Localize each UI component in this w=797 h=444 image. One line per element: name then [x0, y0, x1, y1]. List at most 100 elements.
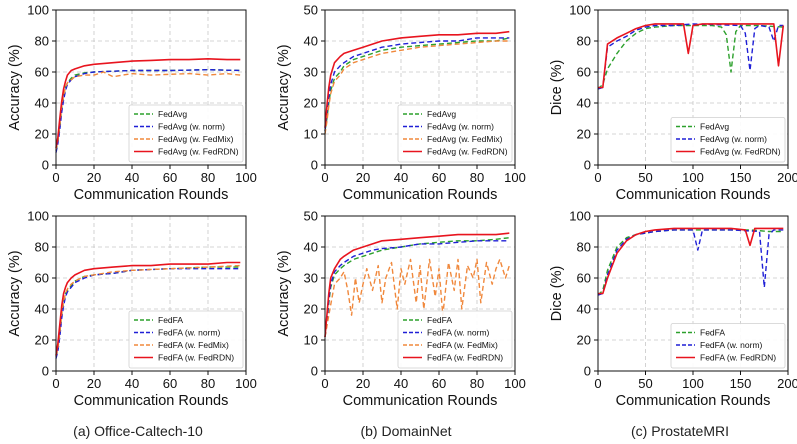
tick-label-x: 50	[638, 170, 652, 185]
tick-label-y: 40	[304, 240, 318, 255]
tick-label-y: 20	[35, 333, 49, 348]
tick-label-x: 100	[235, 170, 257, 185]
tick-label-x: 150	[730, 376, 752, 391]
legend-label: FedFA (w. FedMix)	[158, 340, 229, 350]
tick-label-y: 60	[577, 271, 591, 286]
tick-label-x: 20	[87, 376, 101, 391]
tick-label-y: 60	[35, 271, 49, 286]
tick-label-y: 20	[304, 302, 318, 317]
tick-label-x: 60	[163, 376, 177, 391]
tick-label-y: 0	[584, 364, 591, 379]
tick-label-x: 0	[52, 170, 59, 185]
series-line-fedavg	[597, 24, 784, 90]
legend-label: FedFA (w. FedRDN)	[427, 353, 503, 363]
chart-panel-bottom-middle: 0 20 40 60 80 100 0 10 20 30 40 50 Communication Rou…	[276, 209, 526, 410]
tick-label-x: 0	[594, 170, 601, 185]
legend-label: FedAvg (w. norm)	[158, 122, 225, 132]
tick-label-x: 40	[394, 170, 408, 185]
legend: FedAvg FedAvg (w. norm) FedAvg (w. FedMix)…	[128, 104, 244, 163]
plot-frame	[324, 9, 516, 166]
chart-panel-top-right: 0 50 100 150 200 0 20 40 60 80 100 Communication Ro…	[549, 3, 797, 204]
chart-panel-top-middle: 0 20 40 60 80 100 0 10 20 30 40 50 Communication Rou…	[276, 3, 526, 204]
tick-label-x: 80	[470, 170, 484, 185]
tick-label-y: 80	[577, 240, 591, 255]
tick-label-y: 100	[569, 209, 591, 224]
x-axis-label: Communication Rounds	[343, 187, 498, 203]
x-axis-label: Communication Rounds	[616, 187, 771, 203]
chart-panel-bottom-right: 0 50 100 150 200 0 20 40 60 80 100 Communication Ro…	[549, 209, 797, 410]
legend-label: FedAvg (w. FedMix)	[427, 134, 503, 144]
legend-box	[128, 310, 244, 369]
y-axis-label: Dice (%)	[549, 60, 565, 116]
tick-label-y: 100	[569, 3, 591, 18]
tick-label-y: 20	[35, 127, 49, 142]
legend: FedAvg FedAvg (w. norm) FedAvg (w. FedRDN)	[670, 117, 786, 163]
legend-label: FedFA (w. norm)	[700, 340, 763, 350]
chart-panel-top-left: 0 20 40 60 80 100 0 20 40 60 80 100 Communication Ro…	[7, 3, 257, 204]
caption-b: (b) DomainNet	[360, 423, 451, 439]
tick-label-x: 20	[356, 170, 370, 185]
x-axis-label: Communication Rounds	[74, 393, 229, 409]
tick-label-y: 80	[35, 240, 49, 255]
tick-label-y: 20	[577, 333, 591, 348]
tick-label-y: 20	[304, 96, 318, 111]
tick-label-x: 0	[321, 376, 328, 391]
tick-label-y: 30	[304, 65, 318, 80]
series-line-norm	[55, 68, 241, 153]
legend-label: FedFA (w. norm)	[427, 328, 490, 338]
legend-label: FedFA	[427, 315, 452, 325]
tick-label-x: 0	[594, 376, 601, 391]
y-axis-label: Accuracy (%)	[276, 250, 292, 336]
tick-label-x: 100	[504, 376, 526, 391]
series-line-fedmix	[55, 71, 241, 150]
tick-label-x: 100	[682, 376, 704, 391]
plot-frame	[55, 9, 247, 166]
x-axis-label: Communication Rounds	[74, 187, 229, 203]
tick-label-x: 20	[87, 170, 101, 185]
legend-label: FedFA	[700, 328, 725, 338]
y-axis-label: Accuracy (%)	[7, 44, 23, 130]
series-line-norm	[324, 37, 510, 131]
tick-label-y: 0	[584, 158, 591, 173]
tick-label-y: 40	[577, 302, 591, 317]
series-line-norm	[55, 268, 241, 359]
tick-label-x: 100	[682, 170, 704, 185]
tick-label-y: 40	[35, 302, 49, 317]
legend-label: FedAvg (w. norm)	[427, 122, 494, 132]
tick-label-x: 60	[432, 170, 446, 185]
tick-label-y: 40	[304, 34, 318, 49]
tick-label-y: 80	[35, 34, 49, 49]
y-axis-label: Accuracy (%)	[7, 250, 23, 336]
series-line-fedrdn	[55, 57, 241, 149]
series-line-fedrdn	[324, 30, 510, 128]
tick-label-x: 0	[52, 376, 59, 391]
tick-label-x: 80	[470, 376, 484, 391]
legend-label: FedAvg (w. FedMix)	[158, 134, 234, 144]
tick-label-y: 0	[311, 364, 318, 379]
tick-label-y: 40	[35, 96, 49, 111]
legend-label: FedAvg	[700, 122, 729, 132]
tick-label-y: 60	[577, 65, 591, 80]
legend-box	[670, 117, 786, 163]
plot-frame	[55, 215, 247, 372]
legend-box	[397, 310, 513, 369]
legend-box	[397, 104, 513, 163]
series-line-fedrdn	[55, 261, 241, 356]
tick-label-x: 40	[125, 170, 139, 185]
legend-label: FedFA	[158, 315, 183, 325]
tick-label-x: 150	[730, 170, 752, 185]
tick-label-y: 10	[304, 127, 318, 142]
tick-label-y: 0	[42, 364, 49, 379]
plot-frame	[324, 215, 516, 372]
legend-label: FedAvg	[158, 109, 187, 119]
series-line-norm	[597, 23, 784, 90]
legend-label: FedAvg (w. norm)	[700, 134, 767, 144]
series-line-fedmix	[324, 258, 510, 338]
tick-label-x: 40	[394, 376, 408, 391]
x-axis-label: Communication Rounds	[616, 393, 771, 409]
tick-label-x: 200	[777, 376, 797, 391]
tick-label-y: 40	[577, 96, 591, 111]
series-line-fedrdn	[598, 23, 785, 89]
tick-label-x: 60	[432, 376, 446, 391]
